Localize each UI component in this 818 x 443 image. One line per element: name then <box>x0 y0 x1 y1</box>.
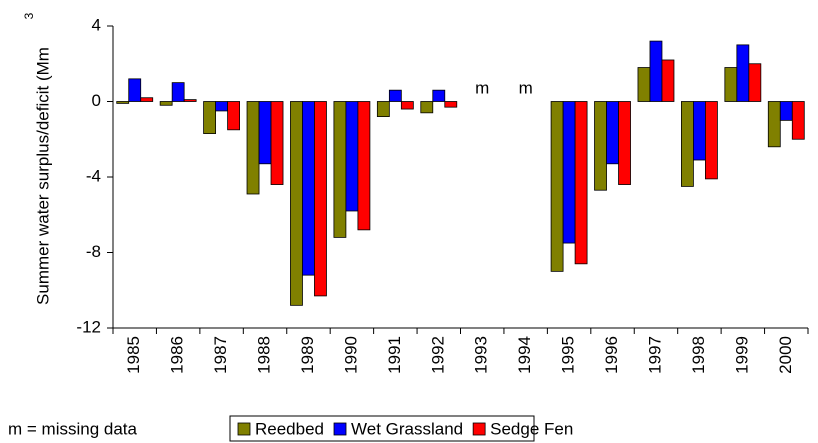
bar <box>550 101 564 272</box>
footnote: m = missing data <box>8 419 138 438</box>
bar <box>333 101 347 238</box>
bar <box>420 101 434 114</box>
bar <box>376 101 390 118</box>
bar <box>562 101 576 244</box>
legend-swatch <box>333 422 347 436</box>
x-tick-label: 1990 <box>341 336 360 374</box>
bar <box>357 101 371 231</box>
y-tick-label: -12 <box>76 317 101 336</box>
bar <box>637 67 651 102</box>
bar <box>227 101 240 131</box>
y-tick-label: 0 <box>92 91 101 110</box>
bar <box>258 101 272 165</box>
bar <box>606 101 619 165</box>
bar <box>779 101 793 121</box>
bar <box>791 101 805 140</box>
bar <box>270 101 284 185</box>
y-tick-label: -8 <box>86 242 101 261</box>
x-tick-label: 1994 <box>515 336 534 374</box>
bar <box>171 82 185 102</box>
legend-swatch <box>472 422 486 436</box>
annotation: m <box>519 78 533 97</box>
x-tick-label: 1998 <box>689 336 708 374</box>
y-axis-label-superscript: 3 <box>22 12 36 19</box>
x-tick-label: 1987 <box>211 336 230 374</box>
bar <box>618 101 631 185</box>
legend-label: Reedbed <box>255 419 324 438</box>
bar <box>314 101 327 297</box>
legend-swatch <box>237 422 251 436</box>
x-tick-label: 1993 <box>472 336 491 374</box>
bar <box>649 40 663 102</box>
bar <box>705 101 718 180</box>
bar <box>345 101 359 212</box>
y-axis-label: Summer water surplus/deficit (Mm <box>33 47 52 305</box>
bar <box>736 44 750 102</box>
bar <box>724 67 738 102</box>
bar <box>290 101 303 306</box>
legend-label: Wet Grassland <box>351 419 463 438</box>
bar <box>116 101 130 104</box>
bar <box>594 101 607 191</box>
y-tick-label: -4 <box>86 166 101 185</box>
x-tick-label: 1989 <box>298 336 317 374</box>
x-tick-label: 1988 <box>255 336 274 374</box>
bar <box>388 89 402 102</box>
bar <box>128 78 142 102</box>
bar <box>159 101 173 106</box>
x-tick-label: 1992 <box>428 336 447 374</box>
x-tick-label: 1997 <box>645 336 664 374</box>
bar <box>215 101 228 112</box>
x-tick-label: 1991 <box>385 336 404 374</box>
bar <box>432 89 446 102</box>
y-tick-label: 4 <box>92 15 101 34</box>
bar <box>183 99 197 102</box>
bar <box>693 101 706 161</box>
bar <box>400 101 414 110</box>
x-tick-label: 1995 <box>559 336 578 374</box>
legend-label: Sedge Fen <box>490 419 573 438</box>
bar <box>681 101 694 187</box>
x-tick-label: 1985 <box>124 336 143 374</box>
bar <box>203 101 216 134</box>
bar <box>246 101 260 195</box>
bar <box>661 59 675 102</box>
bar <box>302 101 315 276</box>
bar <box>574 101 588 265</box>
bar <box>444 101 458 108</box>
annotation: m <box>475 78 489 97</box>
bar <box>748 63 762 102</box>
bar <box>140 97 154 102</box>
x-tick-label: 1996 <box>602 336 621 374</box>
x-tick-label: 1986 <box>168 336 187 374</box>
x-tick-label: 2000 <box>776 336 795 374</box>
x-tick-label: 1999 <box>732 336 751 374</box>
bar <box>767 101 781 148</box>
